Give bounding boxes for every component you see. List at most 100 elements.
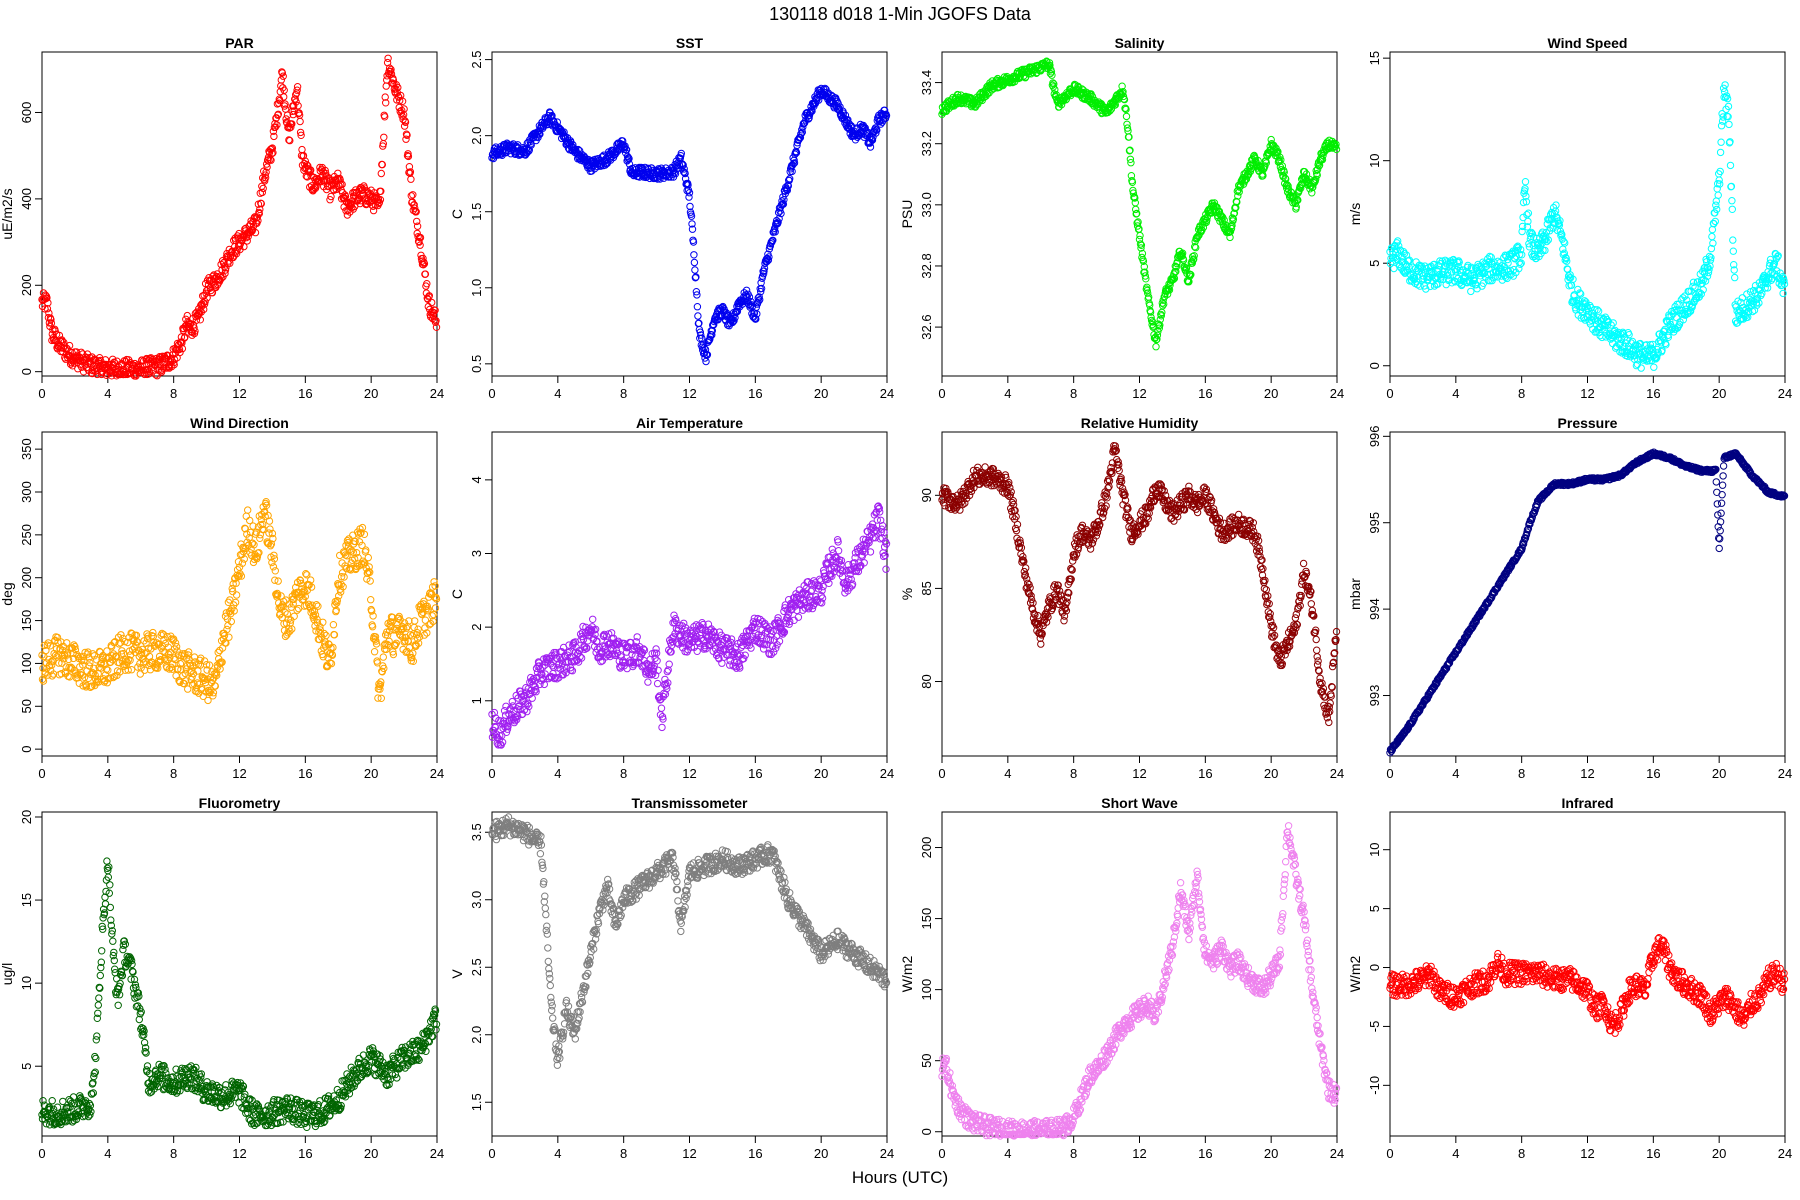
data-point	[201, 298, 209, 306]
data-point	[575, 147, 584, 155]
x-tick-label: 20	[1264, 386, 1278, 401]
data-point	[286, 136, 294, 145]
data-point	[176, 348, 184, 357]
data-point	[65, 341, 74, 350]
y-tick-label: 400	[19, 188, 34, 210]
x-tick-label: 12	[1132, 386, 1146, 401]
y-tick-label: 0	[1367, 362, 1382, 369]
data-point	[278, 69, 286, 77]
data-point	[292, 91, 300, 99]
data-point	[192, 316, 201, 324]
data-point	[175, 345, 184, 354]
data-point	[293, 83, 302, 91]
data-point	[1467, 287, 1475, 296]
x-tick-label: 8	[170, 766, 177, 781]
data-point	[1717, 138, 1725, 146]
data-points	[488, 84, 891, 366]
data-point	[691, 266, 699, 274]
data-point	[329, 621, 338, 629]
panel-title: Wind Direction	[190, 415, 289, 431]
x-tick-label: 8	[1070, 386, 1077, 401]
data-point	[203, 294, 211, 302]
data-point	[679, 161, 687, 169]
data-point	[303, 161, 311, 169]
x-tick-label: 20	[814, 766, 828, 781]
x-tick-label: 16	[1198, 386, 1212, 401]
data-point	[1716, 148, 1725, 157]
x-tick-label: 24	[880, 766, 894, 781]
x-tick-label: 8	[620, 766, 627, 781]
x-tick-label: 24	[880, 386, 894, 401]
y-tick-label: 200	[19, 274, 34, 296]
x-tick-label: 16	[298, 386, 312, 401]
x-tick-label: 8	[170, 386, 177, 401]
data-point	[692, 273, 700, 281]
y-tick-label: 200	[19, 567, 34, 589]
data-point	[243, 237, 251, 245]
data-point	[336, 176, 344, 184]
y-tick-label: 32.6	[919, 314, 934, 339]
data-point	[55, 331, 64, 340]
data-point	[1731, 273, 1739, 282]
data-point	[677, 149, 685, 158]
data-point	[196, 316, 205, 324]
data-point	[285, 136, 293, 144]
x-tick-label: 16	[1646, 386, 1660, 401]
data-point	[144, 366, 152, 374]
data-point	[420, 260, 429, 268]
data-point	[687, 212, 696, 220]
data-point	[425, 292, 433, 300]
x-tick-label: 4	[1004, 386, 1011, 401]
data-point	[269, 563, 278, 571]
y-tick-label: 5	[1367, 260, 1382, 267]
data-point	[680, 168, 688, 176]
data-point	[208, 289, 217, 297]
data-point	[794, 613, 803, 621]
data-point	[381, 113, 389, 121]
data-point	[224, 621, 232, 630]
data-point	[292, 98, 300, 106]
data-point	[690, 258, 699, 267]
data-point	[527, 141, 535, 149]
y-tick-label: 250	[19, 524, 34, 546]
data-point	[684, 181, 692, 189]
data-point	[416, 241, 424, 249]
y-axis-label: C	[449, 589, 465, 599]
y-axis-label: C	[449, 209, 465, 219]
y-tick-label: 3	[469, 550, 484, 557]
data-point	[589, 615, 597, 623]
data-point	[625, 155, 633, 163]
x-tick-label: 16	[298, 766, 312, 781]
data-point	[380, 133, 388, 142]
data-point	[338, 180, 346, 189]
x-tick-label: 0	[938, 386, 945, 401]
data-point	[43, 305, 52, 313]
data-point	[370, 648, 379, 656]
data-point	[359, 185, 367, 194]
data-point	[230, 252, 238, 260]
data-point	[276, 96, 284, 105]
data-point	[1650, 363, 1658, 371]
x-tick-label: 0	[488, 386, 495, 401]
y-tick-label: 33.2	[919, 131, 934, 156]
y-tick-label: 100	[19, 653, 34, 675]
data-point	[367, 596, 375, 604]
data-point	[326, 196, 334, 204]
x-tick-label: 4	[104, 766, 111, 781]
data-point	[259, 184, 267, 193]
data-point	[283, 111, 292, 119]
data-point	[51, 327, 59, 335]
x-tick-label: 24	[430, 766, 444, 781]
data-point	[394, 83, 402, 92]
data-point	[136, 670, 145, 678]
data-point	[400, 122, 409, 130]
y-axis-label: uE/m2/s	[0, 188, 15, 239]
data-point	[145, 367, 154, 376]
data-point	[1708, 225, 1717, 234]
data-point	[404, 150, 412, 158]
y-tick-label: 0	[19, 368, 34, 375]
y-tick-label: 10	[1367, 153, 1382, 167]
x-tick-label: 12	[1580, 386, 1594, 401]
x-tick-label: 0	[38, 386, 45, 401]
